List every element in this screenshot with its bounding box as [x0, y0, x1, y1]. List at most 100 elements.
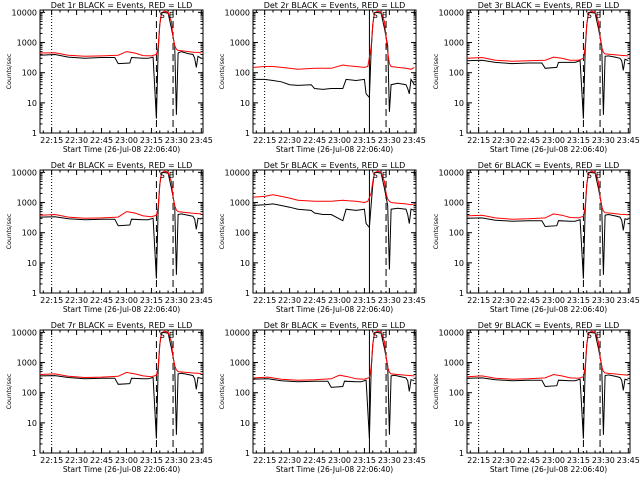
plot-frame	[39, 329, 204, 454]
end-marker-label: E	[382, 171, 387, 180]
x-tick-label: 22:30	[65, 136, 88, 145]
x-tick-label: 23:45	[190, 136, 213, 145]
plot-frame	[466, 169, 631, 294]
end-marker-label: E	[596, 11, 601, 20]
x-tick-label: 22:15	[40, 456, 63, 465]
x-tick-label: 23:45	[617, 296, 640, 305]
y-tick-label: 1000	[230, 199, 250, 208]
x-tick-label: 23:00	[328, 296, 351, 305]
detector-panel: Det 1r BLACK = Events, RED = LLD 1 10 100 10…	[5, 1, 213, 154]
panel-title: Det 6r BLACK = Events, RED = LLD	[478, 161, 620, 170]
x-axis-label: Start Time (26-Jul-08 22:06:40)	[276, 305, 393, 314]
events-series-line	[40, 11, 202, 119]
events-series-line	[253, 11, 415, 112]
x-axis-label: Start Time (26-Jul-08 22:06:40)	[63, 145, 180, 154]
x-tick-label: 23:45	[403, 136, 426, 145]
x-tick-label: 23:45	[617, 136, 640, 145]
detector-panel: Det 9r BLACK = Events, RED = LLD 1 10 100 10…	[432, 321, 640, 474]
plot-area	[253, 330, 415, 453]
y-tick-label: 10000	[225, 8, 250, 17]
end-marker-label: E	[596, 171, 601, 180]
plot-frame	[252, 329, 417, 454]
y-tick-label: 1000	[444, 199, 464, 208]
end-marker-label: E	[382, 331, 387, 340]
y-tick-label: 10	[240, 259, 250, 268]
x-axis-label: Start Time (26-Jul-08 22:06:40)	[490, 305, 607, 314]
detector-panel: Det 6r BLACK = Events, RED = LLD 1 10 100 10…	[432, 161, 640, 314]
x-tick-label: 22:30	[65, 296, 88, 305]
panel-title: Det 2r BLACK = Events, RED = LLD	[264, 1, 406, 10]
x-tick-label: 22:15	[467, 136, 490, 145]
y-axis-label: Counts/sec	[218, 373, 226, 409]
lld-series-line	[40, 170, 202, 219]
x-tick-label: 22:45	[517, 456, 540, 465]
end-marker-label: E	[169, 331, 174, 340]
y-tick-label: 10000	[225, 328, 250, 337]
x-tick-label: 22:30	[492, 296, 515, 305]
y-tick-label: 10000	[12, 328, 37, 337]
y-tick-label: 100	[22, 69, 37, 78]
x-tick-label: 22:15	[253, 136, 276, 145]
x-tick-label: 22:45	[303, 456, 326, 465]
x-tick-label: 22:15	[40, 296, 63, 305]
y-axis-label: Counts/sec	[432, 53, 440, 89]
x-tick-label: 23:30	[378, 296, 401, 305]
y-tick-label: 1	[32, 129, 37, 138]
plot-frame	[466, 9, 631, 134]
lld-series-line	[253, 10, 415, 70]
start-marker-label: S	[160, 11, 165, 20]
y-tick-label: 10	[240, 419, 250, 428]
x-tick-label: 23:15	[567, 456, 590, 465]
y-tick-label: 1	[459, 129, 464, 138]
y-tick-label: 1000	[230, 39, 250, 48]
y-tick-label: 1	[245, 129, 250, 138]
x-tick-label: 23:30	[165, 296, 188, 305]
y-tick-label: 10	[27, 259, 37, 268]
y-tick-label: 100	[235, 389, 250, 398]
x-tick-label: 23:00	[542, 136, 565, 145]
y-tick-label: 1000	[444, 39, 464, 48]
lld-series-line	[253, 330, 415, 381]
plot-frame	[39, 9, 204, 134]
panel-title: Det 8r BLACK = Events, RED = LLD	[264, 321, 406, 330]
events-series-line	[40, 171, 202, 279]
start-marker-label: S	[373, 11, 378, 20]
x-tick-label: 23:30	[378, 456, 401, 465]
x-tick-label: 23:30	[378, 136, 401, 145]
y-axis-label: Counts/sec	[218, 213, 226, 249]
y-axis-label: Counts/sec	[5, 53, 13, 89]
y-tick-label: 1	[245, 449, 250, 458]
detector-panel: Det 5r BLACK = Events, RED = LLD 1 10 100 10…	[218, 161, 426, 314]
y-tick-label: 10	[454, 259, 464, 268]
plot-frame	[466, 329, 631, 454]
y-tick-label: 1000	[444, 359, 464, 368]
x-tick-label: 22:45	[90, 296, 113, 305]
y-tick-label: 1	[32, 289, 37, 298]
x-tick-label: 23:45	[190, 296, 213, 305]
plot-area	[40, 330, 202, 453]
y-tick-label: 100	[22, 229, 37, 238]
x-tick-label: 23:45	[403, 296, 426, 305]
y-tick-label: 100	[449, 69, 464, 78]
y-tick-label: 10000	[439, 328, 464, 337]
x-tick-label: 23:15	[140, 456, 163, 465]
panel-title: Det 1r BLACK = Events, RED = LLD	[51, 1, 193, 10]
lld-series-line	[467, 170, 629, 220]
y-tick-label: 10000	[12, 8, 37, 17]
lld-series-line	[253, 170, 415, 206]
detector-panel: Det 2r BLACK = Events, RED = LLD 1 10 100 10…	[218, 1, 426, 154]
detector-panel: Det 7r BLACK = Events, RED = LLD 1 10 100 10…	[5, 321, 213, 474]
y-tick-label: 10000	[12, 168, 37, 177]
y-tick-label: 1000	[17, 199, 37, 208]
panel-title: Det 7r BLACK = Events, RED = LLD	[51, 321, 193, 330]
plot-area	[253, 170, 415, 293]
y-axis-label: Counts/sec	[218, 53, 226, 89]
y-tick-label: 1	[32, 449, 37, 458]
x-tick-label: 22:30	[278, 136, 301, 145]
y-tick-label: 1	[459, 449, 464, 458]
x-tick-label: 23:30	[592, 456, 615, 465]
x-tick-label: 22:30	[278, 456, 301, 465]
y-tick-label: 100	[449, 229, 464, 238]
panel-title: Det 3r BLACK = Events, RED = LLD	[478, 1, 620, 10]
